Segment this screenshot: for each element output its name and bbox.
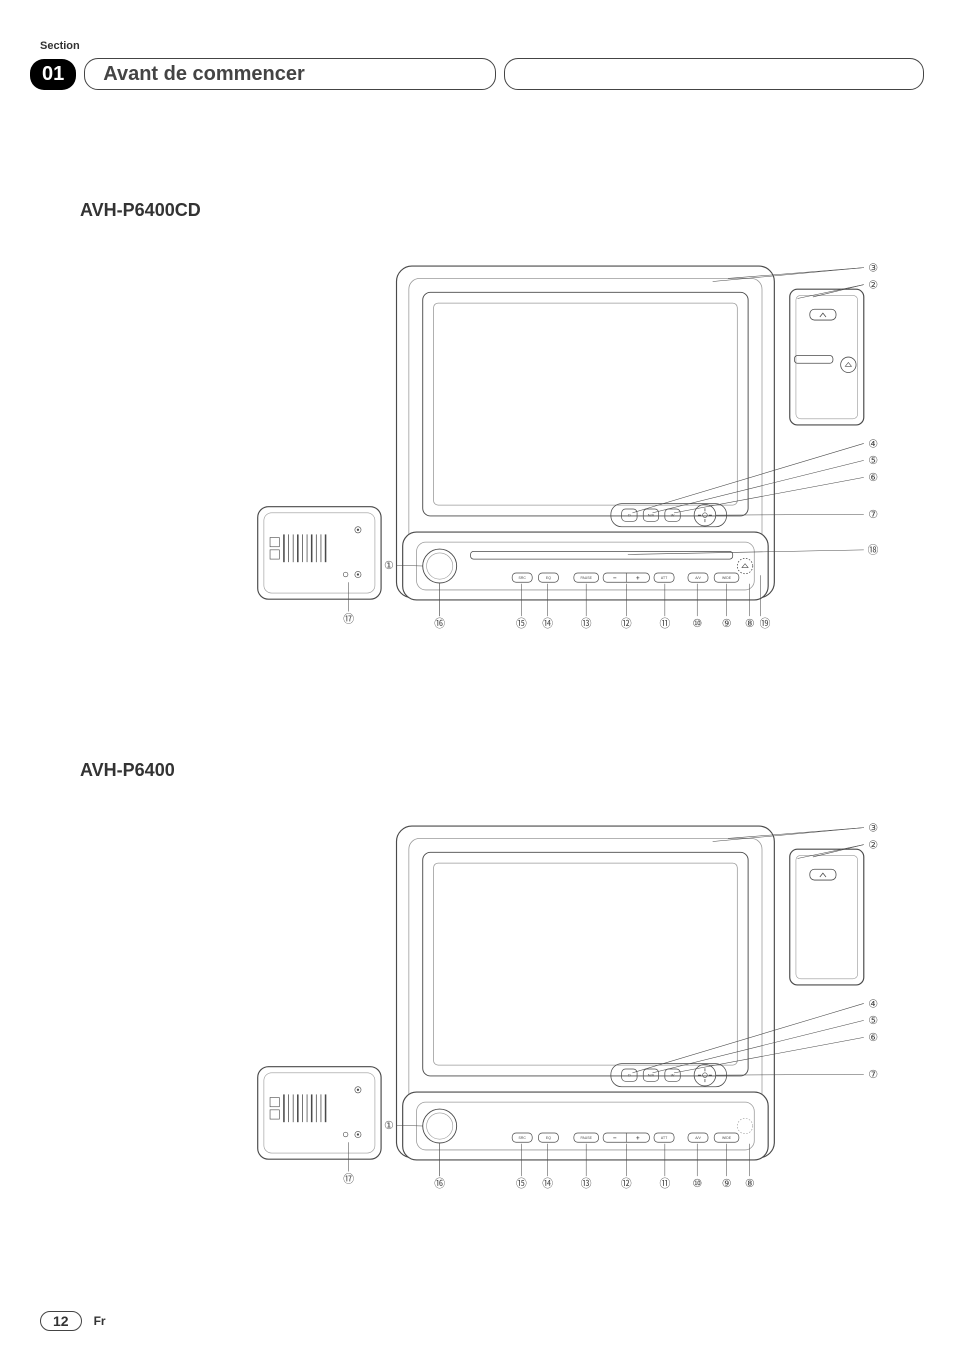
svg-text:⑰: ⑰	[343, 1173, 354, 1185]
svg-text:⑬: ⑬	[581, 618, 592, 630]
svg-text:⑤: ⑤	[868, 1015, 878, 1027]
svg-text:D: D	[628, 1074, 631, 1078]
section-title-bubble: Avant de commencer	[84, 58, 496, 90]
svg-text:+: +	[636, 575, 640, 582]
svg-text:①: ①	[384, 1120, 394, 1132]
svg-text:①: ①	[384, 560, 394, 572]
svg-text:⑥: ⑥	[868, 472, 878, 484]
svg-text:⑲: ⑲	[760, 618, 771, 630]
svg-text:−: −	[613, 575, 617, 582]
language-code: Fr	[94, 1314, 106, 1328]
svg-text:+: +	[636, 1135, 640, 1142]
svg-text:SRC: SRC	[519, 576, 527, 580]
svg-text:⑦: ⑦	[868, 1069, 878, 1081]
diagram-avh-p6400cd: D N/A W SRC EQ PAUSE − + ATT A/V WIDE ③ ② ④ ⑤ ⑥ ⑦ ⑱ ⑯ ⑮ ⑭ ⑬ ⑫ ⑪…	[250, 200, 890, 710]
svg-text:WIDE: WIDE	[722, 576, 732, 580]
svg-text:⑫: ⑫	[621, 1178, 632, 1190]
svg-text:⑭: ⑭	[542, 1178, 553, 1190]
svg-text:SRC: SRC	[519, 1136, 527, 1140]
svg-text:⑯: ⑯	[434, 618, 445, 630]
unit-diagram-cd: D N/A W SRC EQ PAUSE − + ATT A/V WIDE ③ ② ④ ⑤ ⑥ ⑦ ⑱ ⑯ ⑮ ⑭ ⑬ ⑫ ⑪…	[250, 200, 890, 710]
svg-text:A/V: A/V	[695, 576, 701, 580]
svg-text:PAUSE: PAUSE	[580, 1136, 592, 1140]
svg-text:A/V: A/V	[695, 1136, 701, 1140]
unit-diagram: D N/A W SRC EQ PAUSE − + ATT A/V WIDE ③ ② ④ ⑤ ⑥ ⑦ ⑯ ⑮ ⑭ ⑬ ⑫ ⑪ ⑩…	[250, 760, 890, 1270]
page-header: 01 Avant de commencer	[30, 58, 924, 90]
svg-text:⑫: ⑫	[621, 618, 632, 630]
svg-text:④: ④	[868, 998, 878, 1010]
svg-text:②: ②	[868, 279, 878, 291]
svg-text:⑥: ⑥	[868, 1032, 878, 1044]
svg-text:ATT: ATT	[661, 1136, 668, 1140]
svg-text:⑱: ⑱	[868, 545, 879, 557]
svg-text:N/A: N/A	[648, 1074, 655, 1078]
svg-text:⑪: ⑪	[659, 618, 670, 630]
section-title: Avant de commencer	[103, 63, 305, 86]
svg-text:⑧: ⑧	[745, 618, 755, 630]
svg-text:EQ: EQ	[546, 576, 551, 580]
section-label: Section	[40, 40, 80, 52]
svg-text:③: ③	[868, 262, 878, 274]
svg-text:⑩: ⑩	[692, 618, 702, 630]
svg-text:EQ: EQ	[546, 1136, 551, 1140]
model-label-cd: AVH-P6400CD	[80, 200, 201, 221]
diagram-avh-p6400: D N/A W SRC EQ PAUSE − + ATT A/V WIDE ③ ② ④ ⑤ ⑥ ⑦ ⑯ ⑮ ⑭ ⑬ ⑫ ⑪ ⑩…	[250, 760, 890, 1270]
page-footer: 12 Fr	[40, 1311, 106, 1331]
svg-text:⑮: ⑮	[516, 618, 527, 630]
svg-text:D: D	[628, 514, 631, 518]
svg-text:⑰: ⑰	[343, 613, 354, 625]
svg-text:WIDE: WIDE	[722, 1136, 732, 1140]
svg-text:W: W	[671, 514, 675, 518]
svg-text:⑨: ⑨	[722, 618, 732, 630]
svg-text:⑧: ⑧	[745, 1178, 755, 1190]
svg-text:⑬: ⑬	[581, 1178, 592, 1190]
svg-text:⑪: ⑪	[659, 1178, 670, 1190]
svg-text:PAUSE: PAUSE	[580, 576, 592, 580]
svg-text:ATT: ATT	[661, 576, 668, 580]
section-number-badge: 01	[30, 59, 76, 90]
svg-text:⑦: ⑦	[868, 509, 878, 521]
svg-text:⑩: ⑩	[692, 1178, 702, 1190]
svg-text:④: ④	[868, 438, 878, 450]
svg-text:⑨: ⑨	[722, 1178, 732, 1190]
svg-text:⑯: ⑯	[434, 1178, 445, 1190]
svg-text:③: ③	[868, 822, 878, 834]
svg-text:W: W	[671, 1074, 675, 1078]
svg-text:N/A: N/A	[648, 514, 655, 518]
svg-text:⑤: ⑤	[868, 455, 878, 467]
header-blank-bubble	[504, 58, 924, 90]
svg-text:⑭: ⑭	[542, 618, 553, 630]
model-label: AVH-P6400	[80, 760, 175, 781]
svg-text:−: −	[613, 1135, 617, 1142]
svg-text:②: ②	[868, 839, 878, 851]
svg-text:⑮: ⑮	[516, 1178, 527, 1190]
page-number: 12	[40, 1311, 82, 1331]
